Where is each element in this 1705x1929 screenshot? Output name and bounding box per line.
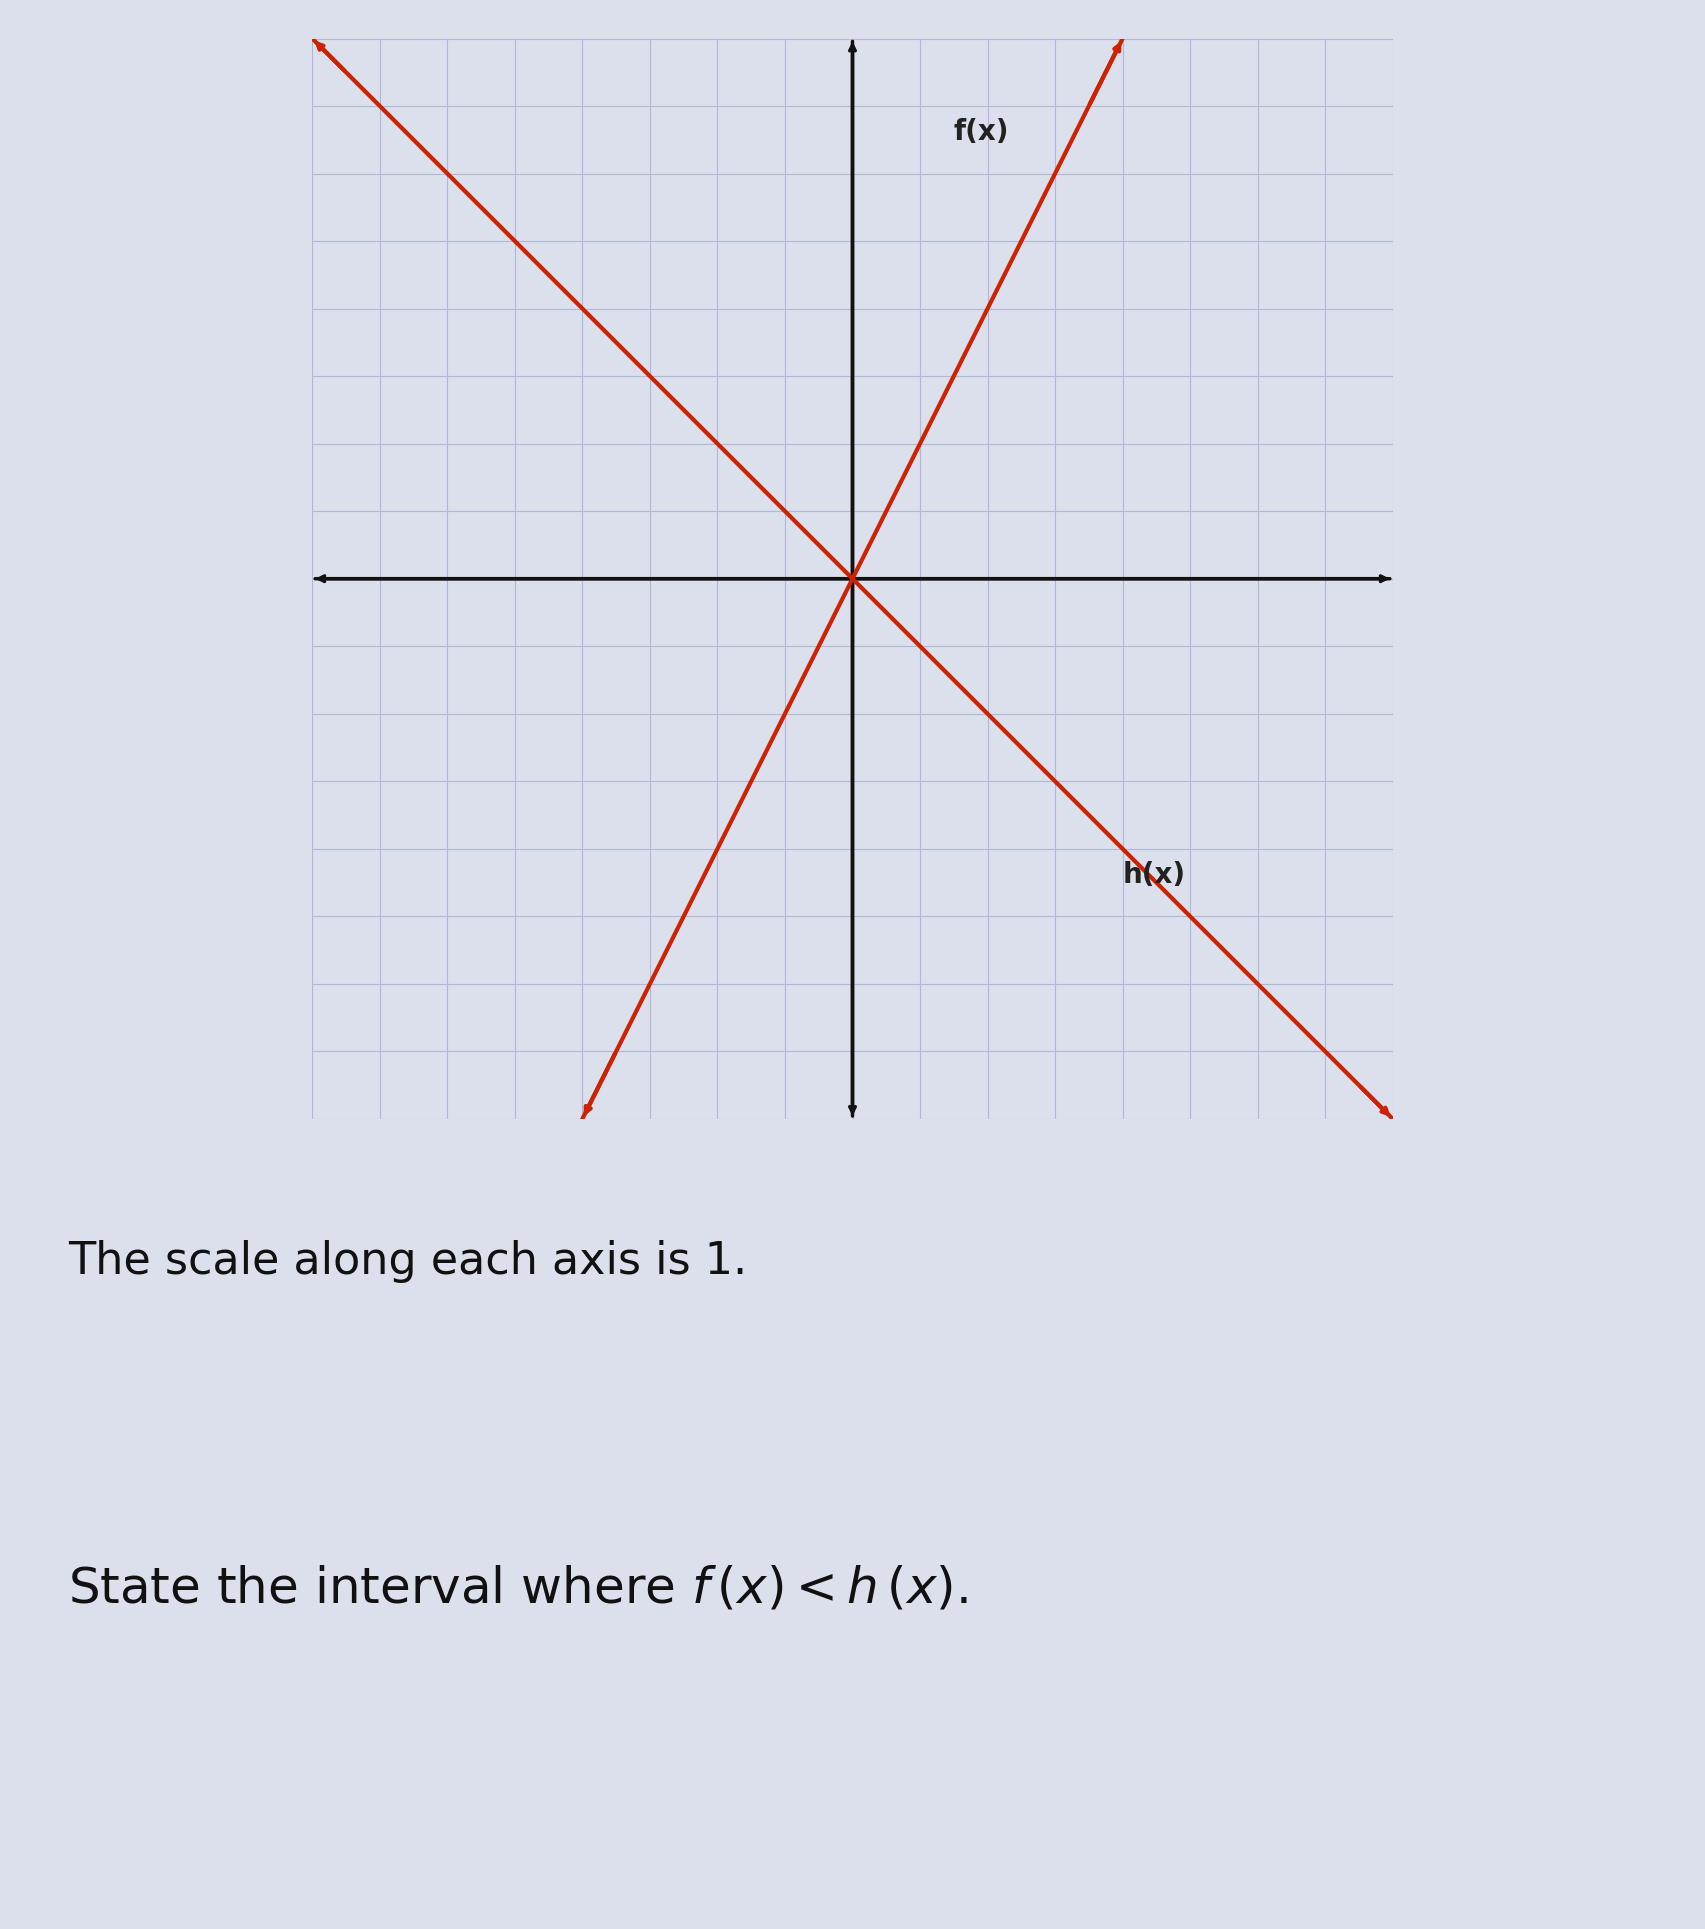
Text: State the interval where $f\,(x) < h\,(x)$.: State the interval where $f\,(x) < h\,(x… xyxy=(68,1564,968,1613)
Text: The scale along each axis is 1.: The scale along each axis is 1. xyxy=(68,1240,747,1283)
Text: f(x): f(x) xyxy=(953,118,1009,147)
Text: h(x): h(x) xyxy=(1122,860,1185,889)
